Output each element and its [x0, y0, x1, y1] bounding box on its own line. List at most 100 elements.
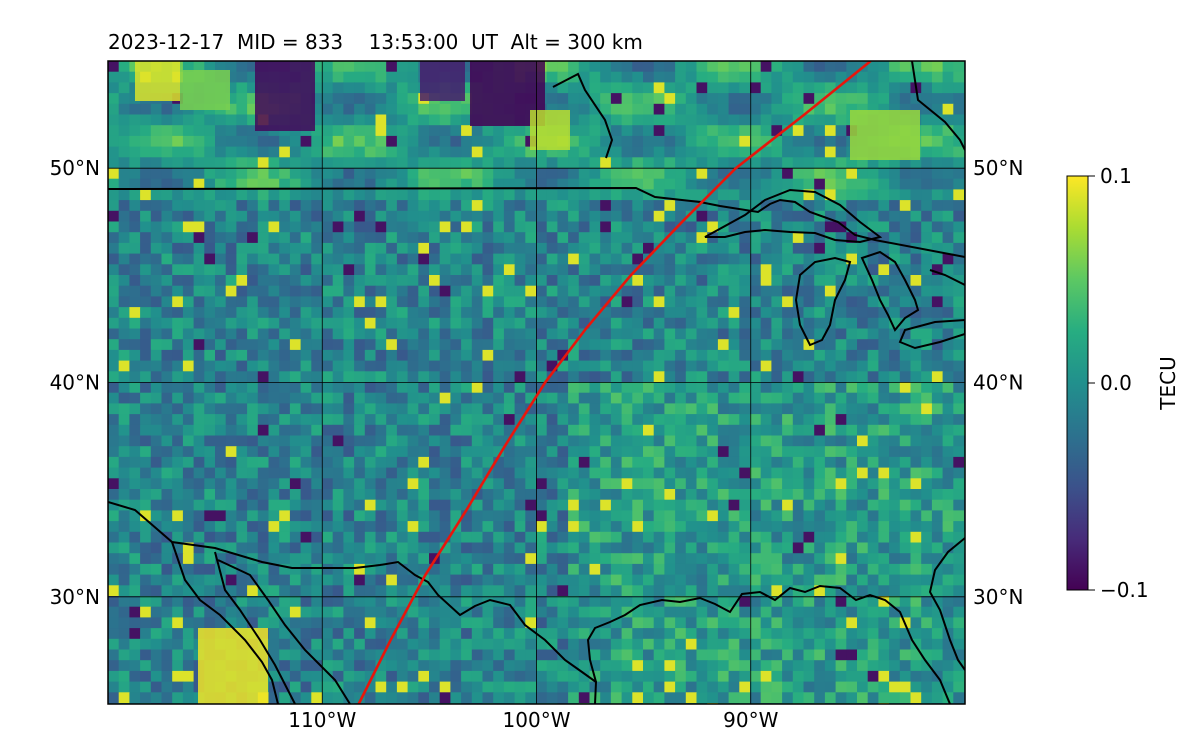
tec-cell	[803, 200, 815, 212]
tec-cell	[878, 617, 890, 629]
tec-cell	[803, 71, 815, 83]
tec-cell	[739, 157, 751, 169]
tec-cell	[600, 414, 612, 426]
map-panel[interactable]	[107, 60, 975, 714]
tec-cell	[279, 553, 291, 565]
tec-cell	[867, 157, 879, 169]
tec-cell	[407, 349, 419, 362]
tec-cell	[364, 328, 376, 340]
tec-cell	[953, 670, 965, 683]
tec-cell	[846, 189, 858, 201]
tec-cell	[493, 360, 505, 372]
tec-cell	[696, 467, 708, 479]
tec-cell	[782, 649, 794, 661]
tec-cell	[118, 553, 130, 565]
tec-cell	[846, 499, 858, 511]
tec-cell	[129, 585, 141, 597]
tec-cell	[621, 628, 633, 640]
tec-cell	[942, 585, 954, 597]
tec-cell	[300, 157, 312, 169]
tec-cell	[300, 510, 312, 522]
tec-cell	[172, 317, 184, 329]
tec-cell	[525, 275, 537, 287]
tec-cell	[568, 360, 580, 372]
tec-cell	[717, 275, 730, 287]
tec-cell	[942, 178, 954, 190]
tec-cell	[471, 232, 483, 244]
tec-cell	[193, 296, 205, 308]
tec-cell	[578, 617, 590, 629]
tec-cell	[792, 146, 804, 158]
tec-cell	[568, 307, 580, 319]
tec-cell	[257, 307, 269, 319]
tec-cell	[600, 489, 612, 501]
tec-cell	[589, 242, 601, 255]
tec-cell	[503, 649, 516, 661]
tec-cell	[878, 178, 890, 190]
tec-cell	[129, 146, 141, 158]
tec-cell	[332, 510, 344, 522]
tec-cell	[129, 606, 141, 618]
tec-cell	[707, 392, 719, 404]
tec-cell	[717, 382, 730, 394]
tec-cell	[942, 521, 954, 533]
tec-cell	[257, 242, 269, 255]
tec-cell	[803, 61, 815, 73]
tec-cell	[429, 467, 441, 479]
tec-cell	[578, 275, 590, 287]
tec-cell	[557, 360, 569, 372]
tec-cell	[439, 414, 451, 426]
tec-cell	[824, 82, 837, 94]
tec-cell	[471, 307, 483, 319]
tec-cell	[118, 628, 130, 640]
tec-cell	[664, 499, 676, 511]
tec-cell	[193, 574, 205, 586]
tec-cell	[503, 221, 516, 233]
tec-cell	[418, 446, 430, 458]
tec-cell	[375, 414, 387, 426]
tec-cell	[568, 371, 580, 383]
tec-cell	[621, 317, 633, 329]
tec-cell	[493, 585, 505, 597]
tec-cell	[889, 392, 901, 404]
tec-cell	[835, 189, 847, 201]
tec-cell	[653, 242, 665, 255]
tec-cell	[589, 489, 601, 501]
tec-cell	[878, 596, 890, 608]
tec-cell	[375, 178, 387, 190]
tec-cell	[717, 596, 730, 608]
tec-cell	[343, 692, 355, 704]
tec-cell	[717, 168, 730, 180]
tec-cell	[824, 392, 837, 404]
tec-cell	[536, 210, 548, 222]
tec-cell	[257, 146, 269, 158]
tec-cell	[161, 456, 173, 469]
tec-cell	[814, 382, 826, 394]
tec-cell	[739, 574, 751, 586]
tec-cell	[910, 392, 922, 404]
tec-cell	[311, 521, 323, 533]
tec-cell	[899, 371, 911, 383]
tec-cell	[675, 553, 687, 565]
tec-cell	[332, 328, 344, 340]
tec-cell	[247, 296, 259, 308]
tec-cell	[910, 681, 922, 693]
tec-cell	[525, 349, 537, 362]
tec-cell	[546, 660, 558, 672]
tec-cell	[878, 296, 890, 308]
tec-cell	[225, 360, 237, 372]
tec-cell	[332, 403, 344, 415]
tec-cell	[568, 414, 580, 426]
tec-cell	[204, 510, 216, 522]
tec-cell	[311, 221, 323, 233]
tec-cell	[835, 157, 847, 169]
tec-cell	[921, 221, 933, 233]
tec-cell	[600, 382, 612, 394]
tec-cell	[418, 553, 430, 565]
tec-cell	[503, 596, 516, 608]
tec-cell	[632, 382, 644, 394]
tec-cell	[386, 275, 398, 287]
tec-cell	[482, 135, 494, 148]
tec-cell	[878, 232, 890, 244]
tec-cell	[857, 499, 869, 511]
